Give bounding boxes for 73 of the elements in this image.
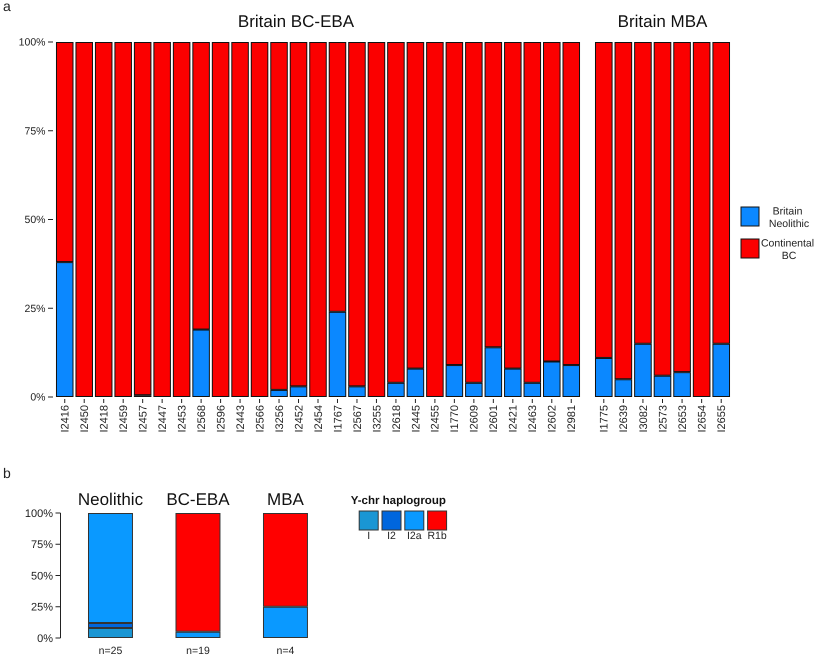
text: n=25 — [98, 645, 122, 657]
x-tick-label: I2601 — [488, 405, 500, 433]
x-tick-label: BC-EBA — [166, 490, 230, 509]
x-tick-label: Neolithic — [78, 490, 144, 509]
y-tick-label: 75% — [24, 125, 46, 138]
x-tick-label: I1775 — [598, 405, 611, 433]
x-tick-label: I3255 — [371, 405, 384, 433]
x-tick-label: I2421 — [508, 405, 520, 433]
x-tick-label: I2618 — [390, 405, 403, 433]
x-tick-label: I2416 — [60, 405, 72, 433]
legend-label: I — [367, 530, 370, 542]
x-tick-label: I2455 — [430, 405, 442, 433]
y-tick-label: 100% — [18, 36, 46, 49]
bar — [114, 42, 132, 397]
x-tick-label: I1767 — [332, 405, 344, 433]
x-tick-label: I2453 — [176, 405, 188, 433]
x-tick-label: I1770 — [449, 405, 462, 433]
x-tick-label: I2981 — [566, 405, 578, 433]
x-tick-label: I2654 — [696, 405, 708, 433]
x-tick-label: I2568 — [196, 405, 208, 433]
bar — [134, 42, 152, 396]
x-tick-label: I2445 — [410, 405, 422, 433]
y-tick-label: 100% — [24, 508, 54, 520]
x-tick-label: MBA — [267, 490, 305, 509]
x-tick-label: I2602 — [546, 405, 559, 433]
text: a — [3, 0, 11, 14]
x-tick-label: I2655 — [716, 405, 728, 433]
x-tick-label: I3256 — [274, 405, 286, 433]
text: b — [3, 465, 11, 481]
legend-label: I2 — [387, 530, 396, 542]
bar — [75, 42, 93, 397]
text: n=19 — [186, 645, 210, 657]
x-tick-label: I2454 — [312, 405, 325, 433]
text: n=4 — [276, 645, 295, 657]
bar — [172, 42, 190, 397]
legend-title: Y-chr haplogroup — [350, 495, 446, 507]
bar — [212, 42, 230, 397]
x-tick-label: I2418 — [98, 405, 111, 433]
legend-label: I2a — [406, 530, 422, 542]
y-tick-label: 50% — [24, 214, 46, 226]
x-tick-label: I2653 — [676, 405, 689, 433]
x-tick-label: I2452 — [293, 405, 306, 433]
bar — [368, 42, 386, 397]
x-tick-label: I2457 — [138, 405, 150, 433]
legend-label: R1b — [427, 530, 447, 542]
x-tick-label: I2450 — [79, 405, 92, 433]
legend-label: Continental BC — [760, 238, 818, 262]
x-tick-label: I2443 — [234, 405, 247, 433]
x-tick-label: I2463 — [527, 405, 540, 433]
bar — [250, 42, 268, 397]
x-tick-label: I2447 — [157, 405, 169, 433]
chart-title: Britain BC-EBA — [238, 12, 355, 31]
x-tick-label: I2567 — [352, 405, 364, 433]
bar — [426, 42, 444, 397]
x-tick-label: I2639 — [618, 405, 630, 433]
legend-label: Britain Neolithic — [768, 206, 810, 230]
y-tick-label: 50% — [30, 570, 54, 582]
y-tick-label: 25% — [30, 602, 54, 614]
y-tick-label: 0% — [37, 632, 54, 645]
y-tick-label: 75% — [30, 539, 54, 552]
x-tick-label: I2573 — [657, 405, 670, 433]
x-tick-label: I2609 — [468, 405, 481, 433]
chart-title: Britain MBA — [618, 12, 708, 31]
x-tick-label: I3082 — [638, 405, 650, 433]
bar — [153, 42, 171, 397]
bar — [231, 42, 249, 397]
y-tick-label: 0% — [30, 392, 46, 404]
bar — [692, 42, 710, 397]
bar — [94, 42, 112, 397]
x-tick-label: I2596 — [215, 405, 228, 433]
x-tick-label: I2459 — [118, 405, 130, 433]
x-tick-label: I2566 — [254, 405, 266, 433]
y-tick-label: 25% — [24, 302, 46, 315]
